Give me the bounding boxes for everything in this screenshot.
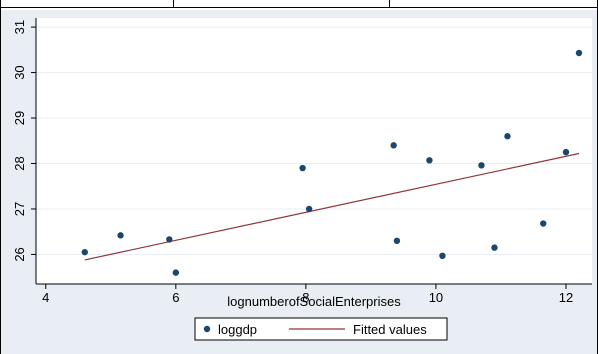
data-point xyxy=(390,142,397,149)
y-tick-label: 29 xyxy=(12,111,27,125)
x-tick-label: 10 xyxy=(429,290,443,305)
data-point xyxy=(504,133,511,140)
data-point xyxy=(439,252,446,260)
x-ticks: 4 6 8 10 12 xyxy=(42,284,573,305)
x-tick-label: 8 xyxy=(302,290,309,305)
data-point xyxy=(81,248,88,256)
x-axis-title: lognumberofSocialEnterprises xyxy=(227,294,401,309)
data-point xyxy=(562,148,570,156)
table-cell-divider xyxy=(0,0,1,10)
y-tick-label: 28 xyxy=(12,156,27,170)
y-tick-label: 30 xyxy=(12,65,27,79)
fitted-line-layer xyxy=(84,152,580,261)
data-point xyxy=(299,164,306,172)
x-tick-label: 6 xyxy=(172,290,179,305)
legend: loggdp Fitted values xyxy=(194,317,448,341)
table-cell-divider xyxy=(173,0,174,8)
data-point xyxy=(575,49,583,57)
data-point xyxy=(305,205,313,213)
y-tick-label: 27 xyxy=(12,202,27,216)
axes xyxy=(35,18,592,285)
data-point xyxy=(117,232,124,239)
y-tick-label: 26 xyxy=(12,247,27,261)
data-point xyxy=(540,220,547,227)
scatter-points xyxy=(81,49,583,276)
plot-area xyxy=(36,18,592,284)
grid-lines xyxy=(36,26,592,255)
legend-label-loggdp: loggdp xyxy=(218,322,257,337)
table-bottom-border xyxy=(0,7,598,8)
data-point xyxy=(491,244,498,251)
y-tick-label: 31 xyxy=(12,20,27,34)
data-point xyxy=(172,269,180,276)
legend-marker-loggdp xyxy=(203,325,211,333)
table-cell-divider xyxy=(389,0,390,8)
legend-label-fitted-values: Fitted values xyxy=(353,322,427,337)
y-ticks: 26 27 28 29 30 31 xyxy=(12,20,36,262)
x-tick-label: 4 xyxy=(42,290,49,305)
x-tick-label: 12 xyxy=(559,290,573,305)
data-point xyxy=(393,237,401,245)
data-point xyxy=(426,157,433,164)
fitted-values-line xyxy=(84,152,580,261)
data-point xyxy=(166,236,173,243)
data-point xyxy=(478,162,485,169)
